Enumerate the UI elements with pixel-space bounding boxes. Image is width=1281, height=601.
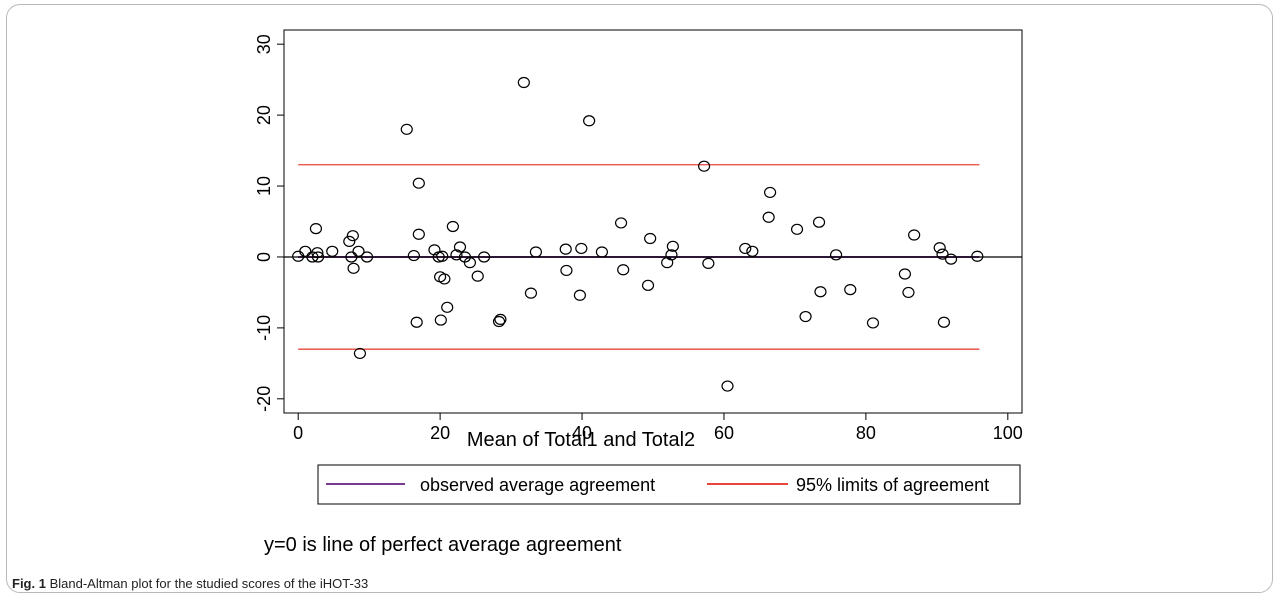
- data-point: [453, 241, 467, 253]
- data-point: [446, 220, 459, 233]
- data-point: [829, 249, 843, 261]
- legend-box: [317, 464, 1021, 505]
- data-point: [560, 264, 573, 277]
- data-point: [478, 251, 491, 263]
- data-point: [666, 240, 679, 252]
- y-tick-label: -20: [254, 386, 274, 412]
- data-point: [641, 279, 655, 291]
- data-point: [763, 186, 777, 199]
- data-point: [345, 251, 358, 263]
- data-point: [644, 232, 657, 245]
- data-point: [360, 251, 374, 263]
- y-tick-label: -10: [254, 315, 274, 341]
- y-tick-label: 20: [254, 105, 274, 125]
- data-point: [746, 245, 759, 257]
- data-point: [494, 313, 507, 325]
- data-point: [436, 250, 449, 262]
- data-point: [902, 286, 915, 299]
- data-point: [573, 289, 587, 301]
- data-point: [428, 244, 441, 256]
- data-point: [944, 253, 958, 265]
- x-tick-label: 60: [714, 423, 734, 443]
- data-point: [697, 160, 711, 172]
- data-point: [311, 251, 325, 263]
- y-tick-label: 0: [254, 252, 274, 262]
- data-point: [309, 222, 323, 235]
- data-point: [739, 242, 752, 255]
- y-tick-label: 30: [254, 34, 274, 54]
- figure-frame: [6, 4, 1273, 593]
- data-point: [936, 248, 949, 260]
- data-point: [661, 257, 674, 269]
- data-point: [492, 315, 506, 328]
- data-point: [583, 115, 596, 127]
- data-point: [441, 301, 454, 313]
- chart-note: y=0 is line of perfect average agreement: [264, 534, 622, 556]
- data-point: [343, 235, 356, 247]
- x-tick-label: 40: [572, 423, 592, 443]
- y-axis: -20 -10 0 10 20 30: [254, 30, 285, 413]
- data-point: [407, 249, 420, 262]
- data-point: [971, 250, 984, 262]
- data-point: [665, 249, 678, 261]
- data-point: [471, 270, 484, 282]
- data-point: [614, 217, 628, 229]
- data-point: [814, 286, 827, 298]
- data-point: [400, 123, 413, 135]
- data-point: [326, 245, 339, 257]
- data-point: [898, 268, 912, 280]
- data-point: [353, 347, 367, 360]
- data-point: [762, 211, 775, 223]
- x-tick-label: 0: [293, 423, 303, 443]
- data-point: [463, 257, 477, 269]
- x-tick-label: 20: [430, 423, 450, 443]
- data-point: [438, 273, 451, 285]
- data-point: [575, 242, 588, 255]
- data-point: [450, 249, 463, 261]
- data-point: [524, 287, 538, 299]
- data-points: [292, 76, 984, 392]
- data-point: [595, 246, 609, 258]
- data-point: [933, 242, 946, 254]
- x-axis-title: Mean of Total1 and Total2: [467, 429, 695, 451]
- figure-caption: Fig. 1 Bland-Altman plot for the studied…: [12, 576, 368, 591]
- data-point: [347, 262, 360, 274]
- data-point: [529, 246, 543, 258]
- data-point: [311, 247, 324, 259]
- x-tick-label: 80: [856, 423, 876, 443]
- data-point: [617, 264, 630, 276]
- data-point: [434, 271, 447, 283]
- data-point: [812, 216, 826, 228]
- data-point: [559, 243, 572, 255]
- data-point: [346, 230, 359, 242]
- data-point: [790, 223, 804, 235]
- legend-label-limits: 95% limits of agreement: [796, 475, 989, 495]
- x-tick-label: 100: [993, 423, 1023, 443]
- data-point: [434, 314, 447, 326]
- data-point: [866, 317, 880, 329]
- y-tick-label: 10: [254, 176, 274, 196]
- plot-area-border: [283, 29, 1023, 414]
- x-axis: 0 20 40 60 80 100: [284, 412, 1023, 443]
- data-point: [412, 177, 425, 189]
- data-point: [844, 283, 857, 296]
- data-point: [517, 76, 530, 89]
- data-point: [702, 257, 715, 269]
- data-point: [937, 316, 951, 328]
- data-point: [908, 229, 921, 241]
- reference-lines: [284, 164, 1022, 350]
- data-point: [721, 380, 734, 392]
- figure-caption-text: Bland-Altman plot for the studied scores…: [49, 576, 369, 591]
- legend-label-mean: observed average agreement: [420, 475, 655, 495]
- figure-label: Fig. 1: [12, 576, 46, 591]
- data-point: [799, 310, 812, 323]
- data-point: [412, 228, 425, 240]
- data-point: [299, 245, 312, 257]
- data-point: [352, 245, 365, 257]
- data-point: [410, 316, 423, 328]
